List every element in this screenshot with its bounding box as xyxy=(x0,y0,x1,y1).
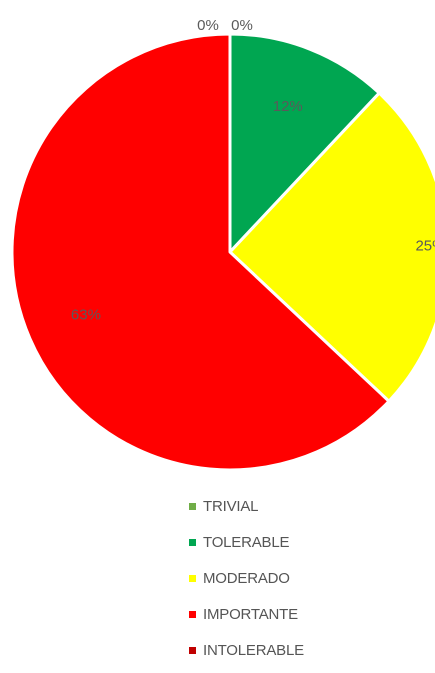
data-label-intolerable: 0% xyxy=(231,17,253,34)
legend-swatch-moderado xyxy=(189,575,196,582)
legend-label-tolerable: TOLERABLE xyxy=(203,534,290,551)
legend-swatch-importante xyxy=(189,611,196,618)
legend-item-intolerable: INTOLERABLE xyxy=(189,637,389,664)
legend-swatch-trivial xyxy=(189,503,196,510)
data-label-trivial: 0% xyxy=(197,17,219,34)
legend-swatch-intolerable xyxy=(189,647,196,654)
legend-label-trivial: TRIVIAL xyxy=(203,498,259,515)
legend-label-moderado: MODERADO xyxy=(203,570,290,587)
legend-label-importante: IMPORTANTE xyxy=(203,606,298,623)
legend-item-trivial: TRIVIAL xyxy=(189,493,389,520)
data-label-tolerable: 12% xyxy=(273,98,303,115)
pie-slice-importante xyxy=(10,32,391,472)
legend-item-moderado: MODERADO xyxy=(189,565,389,592)
chart-legend: TRIVIAL TOLERABLE MODERADO IMPORTANTE INTOLE… xyxy=(189,493,389,673)
data-label-moderado: 25% xyxy=(415,238,435,255)
pie-data-labels: 0% 12% 25% 63% 0% xyxy=(71,17,435,323)
legend-label-intolerable: INTOLERABLE xyxy=(203,642,304,659)
pie-slice-tolerable xyxy=(228,32,381,254)
pie-slices xyxy=(10,32,435,472)
legend-swatch-tolerable xyxy=(189,539,196,546)
legend-item-importante: IMPORTANTE xyxy=(189,601,389,628)
data-label-importante: 63% xyxy=(71,306,101,323)
pie-slice-moderado xyxy=(228,91,435,403)
legend-item-tolerable: TOLERABLE xyxy=(189,529,389,556)
